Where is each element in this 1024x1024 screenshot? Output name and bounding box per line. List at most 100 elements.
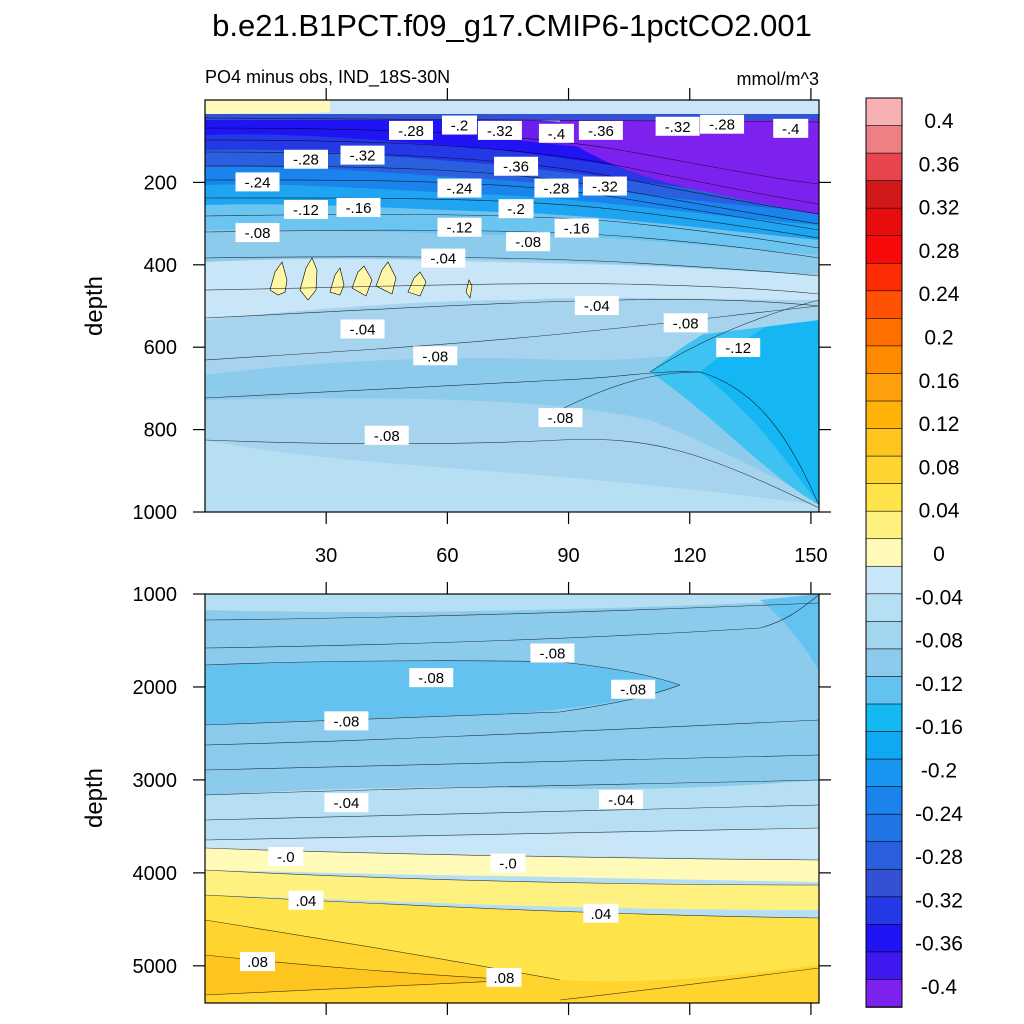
contour-label-box: [599, 789, 644, 809]
contour-label-text: -.16: [564, 221, 590, 238]
contour-label-text: -.28: [293, 152, 319, 169]
y-tick-label: 200: [144, 172, 177, 194]
contour-label-text: -.12: [447, 220, 473, 237]
contour-label: -.24: [235, 172, 280, 192]
contour-label-box: [235, 223, 280, 243]
contour-label-text: -.4: [548, 126, 566, 143]
top-band-016: [700, 298, 819, 505]
colorbar-swatch: [865, 813, 903, 843]
contour-label: -.4: [773, 118, 809, 138]
contour-label-box: [288, 890, 324, 910]
colorbar-swatch: [865, 648, 903, 678]
contour-label-box: [700, 114, 745, 134]
bot-band-000: [205, 828, 819, 860]
contour-label: -.04: [421, 248, 466, 268]
contour-label-box: [413, 346, 458, 366]
contour-label-text: -.08: [620, 682, 646, 699]
colorbar-swatch: [865, 400, 903, 430]
contour-label: .08: [240, 952, 276, 972]
contour-label-text: -.04: [608, 792, 634, 809]
upper-contour-labels: -.28 -.2 -.32 -.4 -.36 -.32 -.28 -.4 -.28 -.32 -.3…: [235, 114, 809, 445]
colorbar-level-label: 0.28: [919, 240, 960, 263]
contour-label-text: -.28: [544, 181, 570, 198]
contour-label-text: -.2: [451, 118, 469, 135]
contour-label: -.24: [437, 178, 482, 198]
contour-label-box: [506, 232, 551, 252]
contour-label-text: -.36: [588, 123, 614, 140]
x-tick-label: 60: [436, 545, 458, 567]
contour-label: -.2: [441, 115, 477, 135]
contour-label-box: [534, 178, 579, 198]
contour-label-box: [409, 668, 454, 688]
variable-label: PO4 minus obs, IND_18S-30N: [205, 67, 450, 88]
y-tick-label: 3000: [133, 770, 178, 792]
colorbar-swatch: [865, 455, 903, 485]
contour-label: -.12: [437, 217, 482, 237]
contour-label: -.32: [655, 116, 700, 136]
colorbar-swatch: [865, 676, 903, 705]
contour-label: -.04: [599, 789, 644, 809]
contour-label: -.08: [364, 425, 409, 445]
y-tick-label: 5000: [133, 956, 178, 978]
lower-contour-field: [205, 594, 819, 1003]
colorbar-level-label: 0.4: [924, 110, 954, 133]
contour-label: -.28: [283, 149, 328, 169]
contour-label-box: [538, 408, 583, 428]
top-band-40b: [560, 120, 819, 215]
contour-label-text: -.32: [487, 123, 513, 140]
contour-label-text: -.04: [350, 321, 376, 338]
contour-label: -.08: [611, 679, 656, 699]
contour-label: -.12: [716, 338, 761, 358]
colorbar-level-label: -0.4: [921, 976, 958, 999]
colorbar-swatch: [865, 207, 903, 237]
colorbar-level-label: -0.28: [915, 846, 963, 869]
contour-label-text: -.12: [293, 202, 319, 219]
contour-label-text: .04: [590, 906, 611, 923]
colorbar-swatch: [865, 345, 903, 375]
contour-label-box: [530, 643, 575, 663]
contour-label-text: -.08: [548, 410, 574, 427]
chart-title: b.e21.B1PCT.f09_g17.CMIP6-1pctCO2.001: [212, 8, 812, 43]
colorbar-swatch: [865, 97, 903, 127]
contour-label-box: [498, 199, 534, 219]
contour-label-box: [364, 425, 409, 445]
colorbar-swatch: [865, 428, 903, 457]
contour-label: -.16: [336, 197, 381, 217]
contour-label-box: [611, 679, 656, 699]
colorbar-labels: 0.4 0.36 0.32 0.28 0.24 0.2 0.16 0.12 0.08 0.04 0 -…: [915, 110, 963, 999]
contour-label-text: -.04: [333, 795, 359, 812]
contour-label-box: [441, 115, 477, 135]
colorbar-level-label: -0.08: [915, 630, 963, 653]
colorbar-swatch: [865, 841, 903, 871]
contour-label: -.04: [574, 296, 619, 315]
colorbar-swatch: [865, 868, 903, 898]
contour-label-box: [324, 711, 369, 731]
contour-label-box: [283, 200, 328, 220]
y-tick-label: 4000: [133, 863, 178, 885]
lower-contour-labels: -.08 -.08 -.08 -.08 -.04 -.04 -.0 -.0 .04 .04 .08.…: [240, 643, 656, 987]
top-band-004: [205, 440, 819, 512]
colorbar-swatch: [865, 510, 903, 540]
contour-label-box: [268, 847, 304, 867]
colorbar-swatch: [865, 621, 903, 650]
contour-label-text: -.04: [584, 298, 610, 315]
upper-y-axis-label: depth: [81, 276, 108, 336]
colorbar: [865, 97, 903, 1008]
contour-label: -.28: [700, 114, 745, 134]
contour-label: -.32: [340, 145, 385, 165]
contour-label-box: [538, 123, 574, 143]
y-tick-label: 800: [144, 420, 177, 442]
colorbar-swatch: [865, 125, 903, 154]
contour-label-text: .08: [493, 970, 514, 987]
contour-label: -.08: [538, 408, 583, 428]
contour-label: .04: [288, 890, 324, 910]
colorbar-swatch: [865, 538, 903, 568]
colorbar-swatch: [865, 951, 903, 981]
top-surface-1: [205, 100, 819, 114]
contour-label: -.04: [324, 793, 369, 813]
contour-label-box: [389, 120, 434, 140]
lower-y-axis-label: depth: [81, 768, 108, 828]
upper-contour-field: [205, 100, 819, 512]
contour-label-text: -.08: [418, 670, 444, 687]
contour-label-box: [583, 903, 619, 923]
